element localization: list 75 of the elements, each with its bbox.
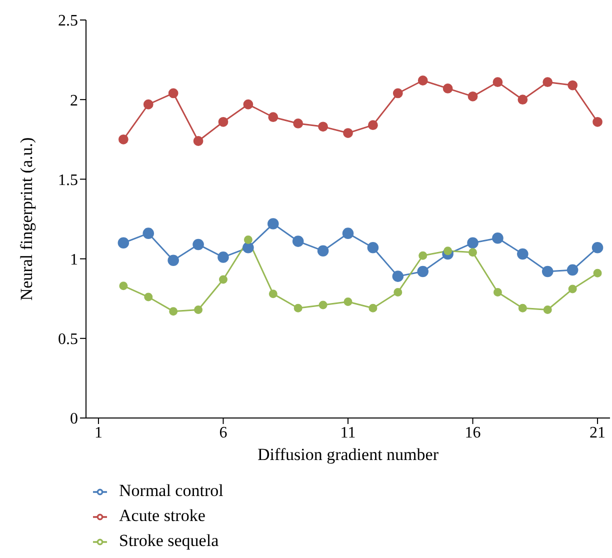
point — [169, 307, 178, 316]
y-tick-label: 0 — [70, 410, 78, 428]
point — [444, 246, 452, 256]
point — [492, 77, 503, 88]
point — [568, 284, 577, 294]
point — [392, 88, 403, 98]
point — [542, 266, 554, 278]
legend-label: Stroke sequela — [119, 531, 219, 550]
point — [417, 266, 429, 278]
x-tick-label: 16 — [464, 424, 481, 442]
x-tick-label: 1 — [94, 424, 102, 442]
point — [542, 77, 553, 88]
y-tick-label: 2.5 — [58, 12, 78, 30]
point — [566, 264, 578, 276]
point — [342, 228, 354, 239]
point — [344, 298, 352, 306]
point — [243, 99, 254, 110]
point — [118, 237, 130, 249]
point — [268, 290, 278, 298]
legend-label: Acute stroke — [119, 506, 206, 525]
point — [368, 120, 378, 130]
point — [518, 94, 528, 105]
point — [442, 84, 453, 94]
point — [192, 238, 204, 250]
point — [142, 228, 154, 239]
y-tick-label: 2 — [70, 92, 78, 110]
y-tick-label: 1.5 — [58, 172, 78, 189]
point — [517, 248, 528, 260]
point — [392, 270, 404, 282]
point — [343, 128, 353, 138]
point — [218, 116, 228, 127]
point — [317, 245, 329, 256]
x-tick-label: 11 — [340, 424, 356, 442]
point — [318, 300, 328, 310]
point — [168, 254, 179, 266]
point — [218, 252, 229, 263]
point — [268, 112, 278, 122]
point — [194, 305, 203, 314]
point — [418, 76, 428, 86]
point — [143, 99, 154, 110]
point — [593, 268, 602, 278]
point — [168, 88, 178, 98]
point — [318, 122, 328, 132]
point — [144, 292, 153, 302]
point — [118, 134, 128, 144]
legend-label: Normal control — [119, 481, 224, 500]
point — [368, 304, 378, 312]
point — [592, 242, 604, 254]
x-tick-label: 21 — [590, 424, 606, 442]
x-tick-label: 6 — [219, 424, 228, 442]
point — [543, 305, 552, 314]
y-tick-label: 1 — [70, 251, 78, 268]
point — [493, 288, 502, 296]
point — [292, 236, 304, 247]
point — [294, 304, 302, 312]
x-axis-title: Diffusion gradient number — [258, 445, 439, 464]
point — [568, 80, 578, 90]
point — [193, 136, 204, 146]
point — [468, 248, 478, 257]
point — [244, 235, 252, 244]
point — [518, 304, 527, 312]
point — [468, 91, 478, 102]
point — [467, 237, 478, 249]
point — [119, 282, 128, 290]
point — [394, 288, 402, 296]
point — [492, 232, 504, 244]
point — [293, 118, 304, 128]
y-axis-title: Neural fingerprint (a.u.) — [17, 137, 36, 301]
point — [242, 242, 254, 254]
y-tick-label: 0.5 — [58, 331, 78, 348]
point — [592, 116, 602, 127]
point — [367, 242, 379, 254]
point — [418, 251, 428, 260]
point — [218, 275, 228, 284]
point — [267, 218, 279, 230]
